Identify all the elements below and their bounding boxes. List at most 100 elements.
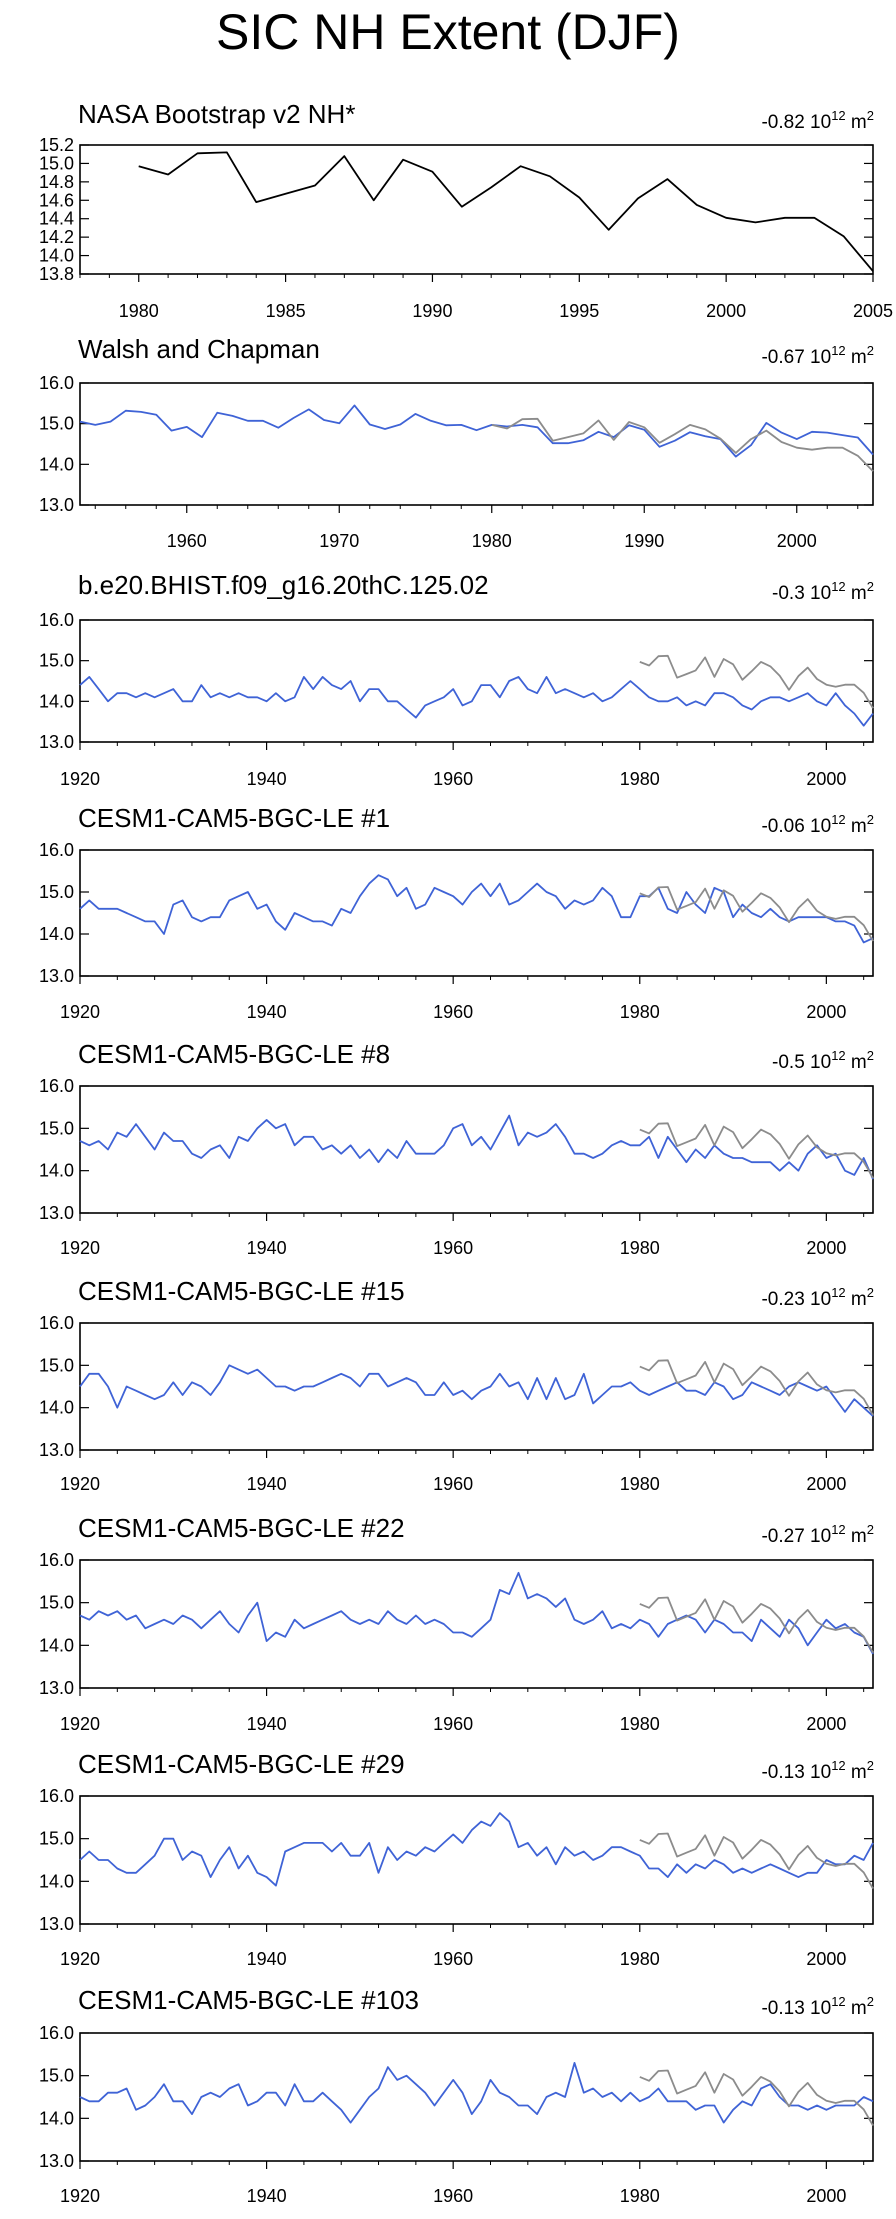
panel-title: CESM1-CAM5-BGC-LE #103: [78, 1985, 419, 2015]
trend-unit: m: [846, 347, 867, 368]
panel-5: CESM1-CAM5-BGC-LE #8 -0.5 1012 m2 13.0 14.0…: [39, 1039, 874, 1258]
y-tick-label: 14.0: [39, 1161, 74, 1181]
y-tick-label: 15.2: [39, 135, 74, 155]
x-tick-label: 1980: [620, 1714, 660, 1734]
y-tick-label: 14.0: [39, 1871, 74, 1891]
series-line-overlay: [639, 1832, 874, 1890]
y-tick-label: 15.0: [39, 414, 74, 434]
trend-exponent: 12: [831, 1048, 845, 1063]
trend-value: -0.82 10: [761, 112, 831, 133]
series-line-main: [79, 1114, 874, 1180]
panel-9: CESM1-CAM5-BGC-LE #103 -0.13 1012 m2 13.0 1…: [39, 1985, 874, 2206]
trend-label: -0.13 1012 m2: [761, 1758, 874, 1783]
x-tick-label: 2000: [806, 1714, 846, 1734]
x-tick-label: 1960: [433, 1714, 473, 1734]
trend-value: -0.5 10: [772, 1052, 831, 1073]
x-tick-label: 1920: [60, 1714, 100, 1734]
x-tick-label: 2000: [706, 301, 746, 321]
x-tick-label: 2000: [806, 769, 846, 789]
trend-value: -0.27 10: [761, 1526, 831, 1547]
x-tick-label: 1970: [319, 531, 359, 551]
y-tick-label: 14.0: [39, 1398, 74, 1418]
y-tick-label: 13.0: [39, 1914, 74, 1934]
trend-unit-exponent: 2: [867, 1048, 874, 1063]
panel-4: CESM1-CAM5-BGC-LE #1 -0.06 1012 m2 13.0 14.…: [39, 803, 874, 1022]
panel-title: CESM1-CAM5-BGC-LE #29: [78, 1749, 405, 1779]
y-tick-label: 13.0: [39, 1203, 74, 1223]
plot-frame: [79, 1559, 874, 1689]
trend-unit-exponent: 2: [867, 343, 874, 358]
y-tick-label: 14.0: [39, 454, 74, 474]
y-tick-label: 16.0: [39, 1313, 74, 1333]
trend-unit: m: [846, 583, 867, 604]
x-tick-label: 1920: [60, 1238, 100, 1258]
panel-title: CESM1-CAM5-BGC-LE #1: [78, 803, 390, 833]
y-tick-label: 15.0: [39, 1118, 74, 1138]
panel-2: Walsh and Chapman -0.67 1012 m2 13.0 14.0 15…: [39, 334, 874, 551]
x-tick-label: 1960: [433, 1002, 473, 1022]
x-tick-label: 1995: [559, 301, 599, 321]
y-tick-label: 15.0: [39, 882, 74, 902]
x-tick-label: 1940: [247, 1949, 287, 1969]
panel-8: CESM1-CAM5-BGC-LE #29 -0.13 1012 m2 13.0 14…: [39, 1749, 874, 1969]
x-tick-label: 2005: [853, 301, 893, 321]
trend-label: -0.82 1012 m2: [761, 108, 874, 133]
trend-unit: m: [846, 1052, 867, 1073]
x-tick-label: 1960: [433, 1949, 473, 1969]
plot-frame: [79, 382, 874, 506]
y-tick-label: 13.0: [39, 1440, 74, 1460]
trend-unit-exponent: 2: [867, 1285, 874, 1300]
series-line-main: [79, 2061, 874, 2124]
trend-label: -0.67 1012 m2: [761, 343, 874, 368]
x-tick-label: 1980: [620, 1002, 660, 1022]
y-tick-label: 15.0: [39, 651, 74, 671]
x-tick-label: 2000: [777, 531, 817, 551]
series-line-main: [79, 1812, 874, 1887]
series-line-overlay: [639, 1359, 874, 1416]
series-line-overlay: [639, 2069, 874, 2127]
series-line-main: [138, 151, 874, 272]
y-tick-label: 13.0: [39, 495, 74, 515]
y-tick-label: 16.0: [39, 610, 74, 630]
trend-value: -0.23 10: [761, 1289, 831, 1310]
x-tick-label: 1985: [266, 301, 306, 321]
trend-value: -0.67 10: [761, 347, 831, 368]
x-tick-label: 1940: [247, 1238, 287, 1258]
y-tick-label: 15.0: [39, 1593, 74, 1613]
x-tick-label: 1920: [60, 769, 100, 789]
x-tick-label: 1990: [412, 301, 452, 321]
x-tick-label: 1960: [167, 531, 207, 551]
y-tick-label: 13.0: [39, 1678, 74, 1698]
x-tick-label: 2000: [806, 1238, 846, 1258]
trend-unit-exponent: 2: [867, 812, 874, 827]
trend-label: -0.27 1012 m2: [761, 1522, 874, 1547]
panel-title: b.e20.BHIST.f09_g16.20thC.125.02: [78, 570, 489, 600]
trend-unit: m: [846, 1998, 867, 2019]
x-tick-label: 1960: [433, 1474, 473, 1494]
series-line-main: [79, 1364, 874, 1417]
series-line-main: [79, 404, 874, 458]
series-line-overlay: [639, 1596, 874, 1654]
trend-exponent: 12: [831, 1758, 845, 1773]
x-tick-label: 1960: [433, 769, 473, 789]
trend-label: -0.23 1012 m2: [761, 1285, 874, 1310]
panel-6: CESM1-CAM5-BGC-LE #15 -0.23 1012 m2 13.0 14…: [39, 1276, 874, 1494]
x-tick-label: 1990: [624, 531, 664, 551]
x-tick-label: 1980: [620, 1949, 660, 1969]
y-tick-label: 16.0: [39, 373, 74, 393]
trend-exponent: 12: [831, 812, 845, 827]
x-tick-label: 1940: [247, 769, 287, 789]
trend-unit-exponent: 2: [867, 1994, 874, 2009]
x-tick-label: 1940: [247, 1474, 287, 1494]
trend-value: -0.06 10: [761, 816, 831, 837]
plot-frame: [79, 1085, 874, 1214]
series-line-overlay: [491, 417, 874, 472]
series-line-overlay: [639, 886, 874, 942]
series-line-overlay: [639, 654, 874, 709]
panel-title: CESM1-CAM5-BGC-LE #22: [78, 1513, 405, 1543]
trend-label: -0.3 1012 m2: [772, 579, 874, 604]
x-tick-label: 1980: [620, 1238, 660, 1258]
y-tick-label: 16.0: [39, 1076, 74, 1096]
trend-unit-exponent: 2: [867, 1758, 874, 1773]
trend-exponent: 12: [831, 108, 845, 123]
